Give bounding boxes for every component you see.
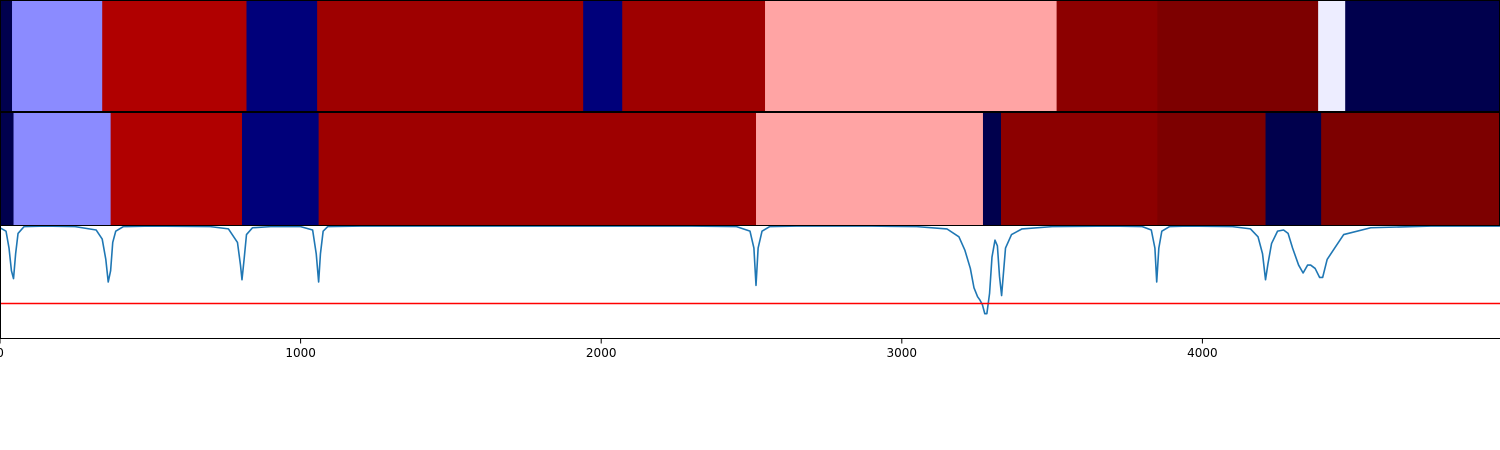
track-2-segment-6 [756,112,984,225]
track-1-segment-6 [583,0,623,112]
track-2-segment-4 [241,112,320,225]
track-1-segment-8 [765,0,1058,112]
track-2-segment-11 [1321,112,1500,225]
track-1-segment-12 [1345,0,1500,112]
track-1-segment-10 [1157,0,1319,112]
track-2-segment-10 [1265,112,1322,225]
x-tick-label-1000: 1000 [285,346,316,360]
track-1-segment-1 [0,0,13,112]
track-1-segment-3 [102,0,247,112]
track-1-segment-2 [12,0,103,112]
x-tick-label-0: 0 [0,346,4,360]
track-2-segment-5 [318,112,757,225]
x-tick-label-2000: 2000 [586,346,617,360]
track-2-segment-8 [1001,112,1158,225]
track-1-segment-11 [1318,0,1346,112]
x-axis-ticks: 0 1000 2000 3000 4000 [0,338,1218,360]
segment-track-1 [0,0,1500,112]
line-panel-background [0,225,1500,339]
line-panel [0,225,1500,339]
segment-track-2 [0,112,1500,225]
x-tick-label-3000: 3000 [887,346,918,360]
track-1-segment-5 [317,0,584,112]
track-1-segment-4 [246,0,318,112]
track-2-segment-2 [13,112,112,225]
series-line-1 [0,225,1500,315]
x-tick-label-4000: 4000 [1187,346,1218,360]
track-1-segment-7 [622,0,766,112]
track-2-segment-9 [1157,112,1267,225]
track-2-segment-7 [982,112,1002,225]
track-1-segment-9 [1056,0,1158,112]
series-group [0,225,1500,315]
track-2-segment-1 [0,112,15,225]
track-2-segment-3 [110,112,243,225]
